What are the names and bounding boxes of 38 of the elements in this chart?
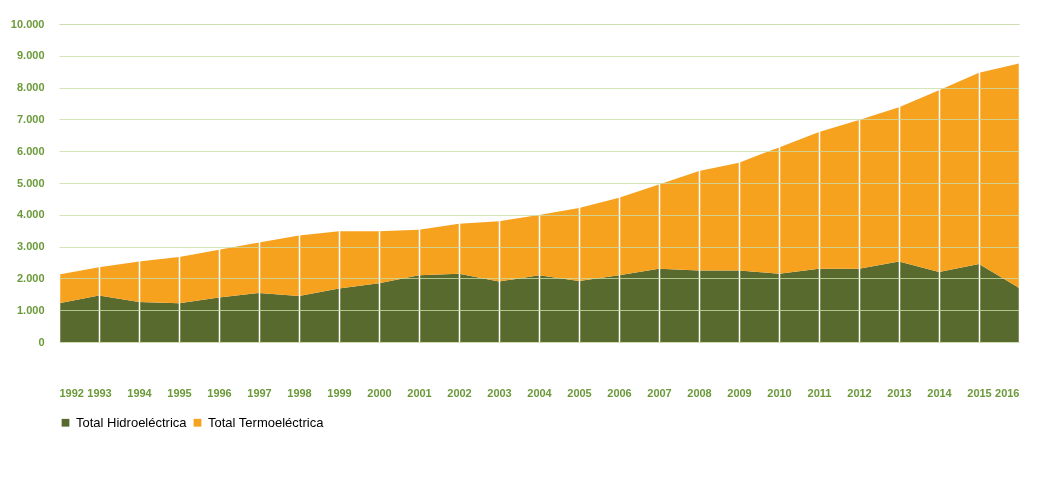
x-tick-label: 2016 bbox=[995, 386, 1020, 399]
x-tick-label: 2006 bbox=[607, 386, 632, 399]
x-tick-label: 2002 bbox=[447, 386, 472, 399]
x-tick-label: 2007 bbox=[647, 386, 672, 399]
x-tick-label: 2012 bbox=[847, 386, 872, 399]
y-tick-label: 1.000 bbox=[16, 303, 45, 316]
x-tick-label: 2014 bbox=[927, 386, 953, 399]
y-tick-label: 3.000 bbox=[16, 240, 45, 253]
x-tick-label: 2000 bbox=[367, 386, 392, 399]
legend-label: Total Termoeléctrica bbox=[208, 414, 325, 430]
y-tick-label: 7.000 bbox=[16, 112, 45, 125]
x-tick-label: 1993 bbox=[87, 386, 112, 399]
y-tick-label: 5.000 bbox=[16, 176, 45, 189]
x-tick-label: 1992 bbox=[59, 386, 84, 399]
x-tick-label: 2009 bbox=[727, 386, 752, 399]
x-tick-label: 1996 bbox=[207, 386, 232, 399]
y-tick-label: 10.000 bbox=[10, 17, 45, 30]
x-tick-label: 2013 bbox=[887, 386, 912, 399]
y-tick-label: 9.000 bbox=[16, 49, 45, 62]
y-tick-label: 4.000 bbox=[16, 208, 45, 221]
x-tick-label: 2004 bbox=[527, 386, 553, 399]
x-tick-label: 2008 bbox=[687, 386, 712, 399]
y-tick-label: 2.000 bbox=[16, 271, 45, 284]
y-tick-label: 6.000 bbox=[16, 144, 45, 157]
x-tick-label: 2003 bbox=[487, 386, 512, 399]
x-tick-label: 1997 bbox=[247, 386, 272, 399]
x-tick-label: 1995 bbox=[167, 386, 192, 399]
y-tick-label: 0 bbox=[38, 335, 45, 348]
x-tick-label: 2001 bbox=[407, 386, 432, 399]
x-tick-label: 2011 bbox=[807, 386, 832, 399]
legend-label: Total Hidroeléctrica bbox=[76, 414, 188, 430]
x-tick-label: 1999 bbox=[327, 386, 352, 399]
x-tick-label: 2010 bbox=[767, 386, 792, 399]
x-tick-label: 2015 bbox=[967, 386, 992, 399]
y-tick-label: 8.000 bbox=[16, 81, 45, 94]
x-tick-label: 1998 bbox=[287, 386, 312, 399]
x-tick-label: 1994 bbox=[127, 386, 153, 399]
x-tick-label: 2005 bbox=[567, 386, 592, 399]
